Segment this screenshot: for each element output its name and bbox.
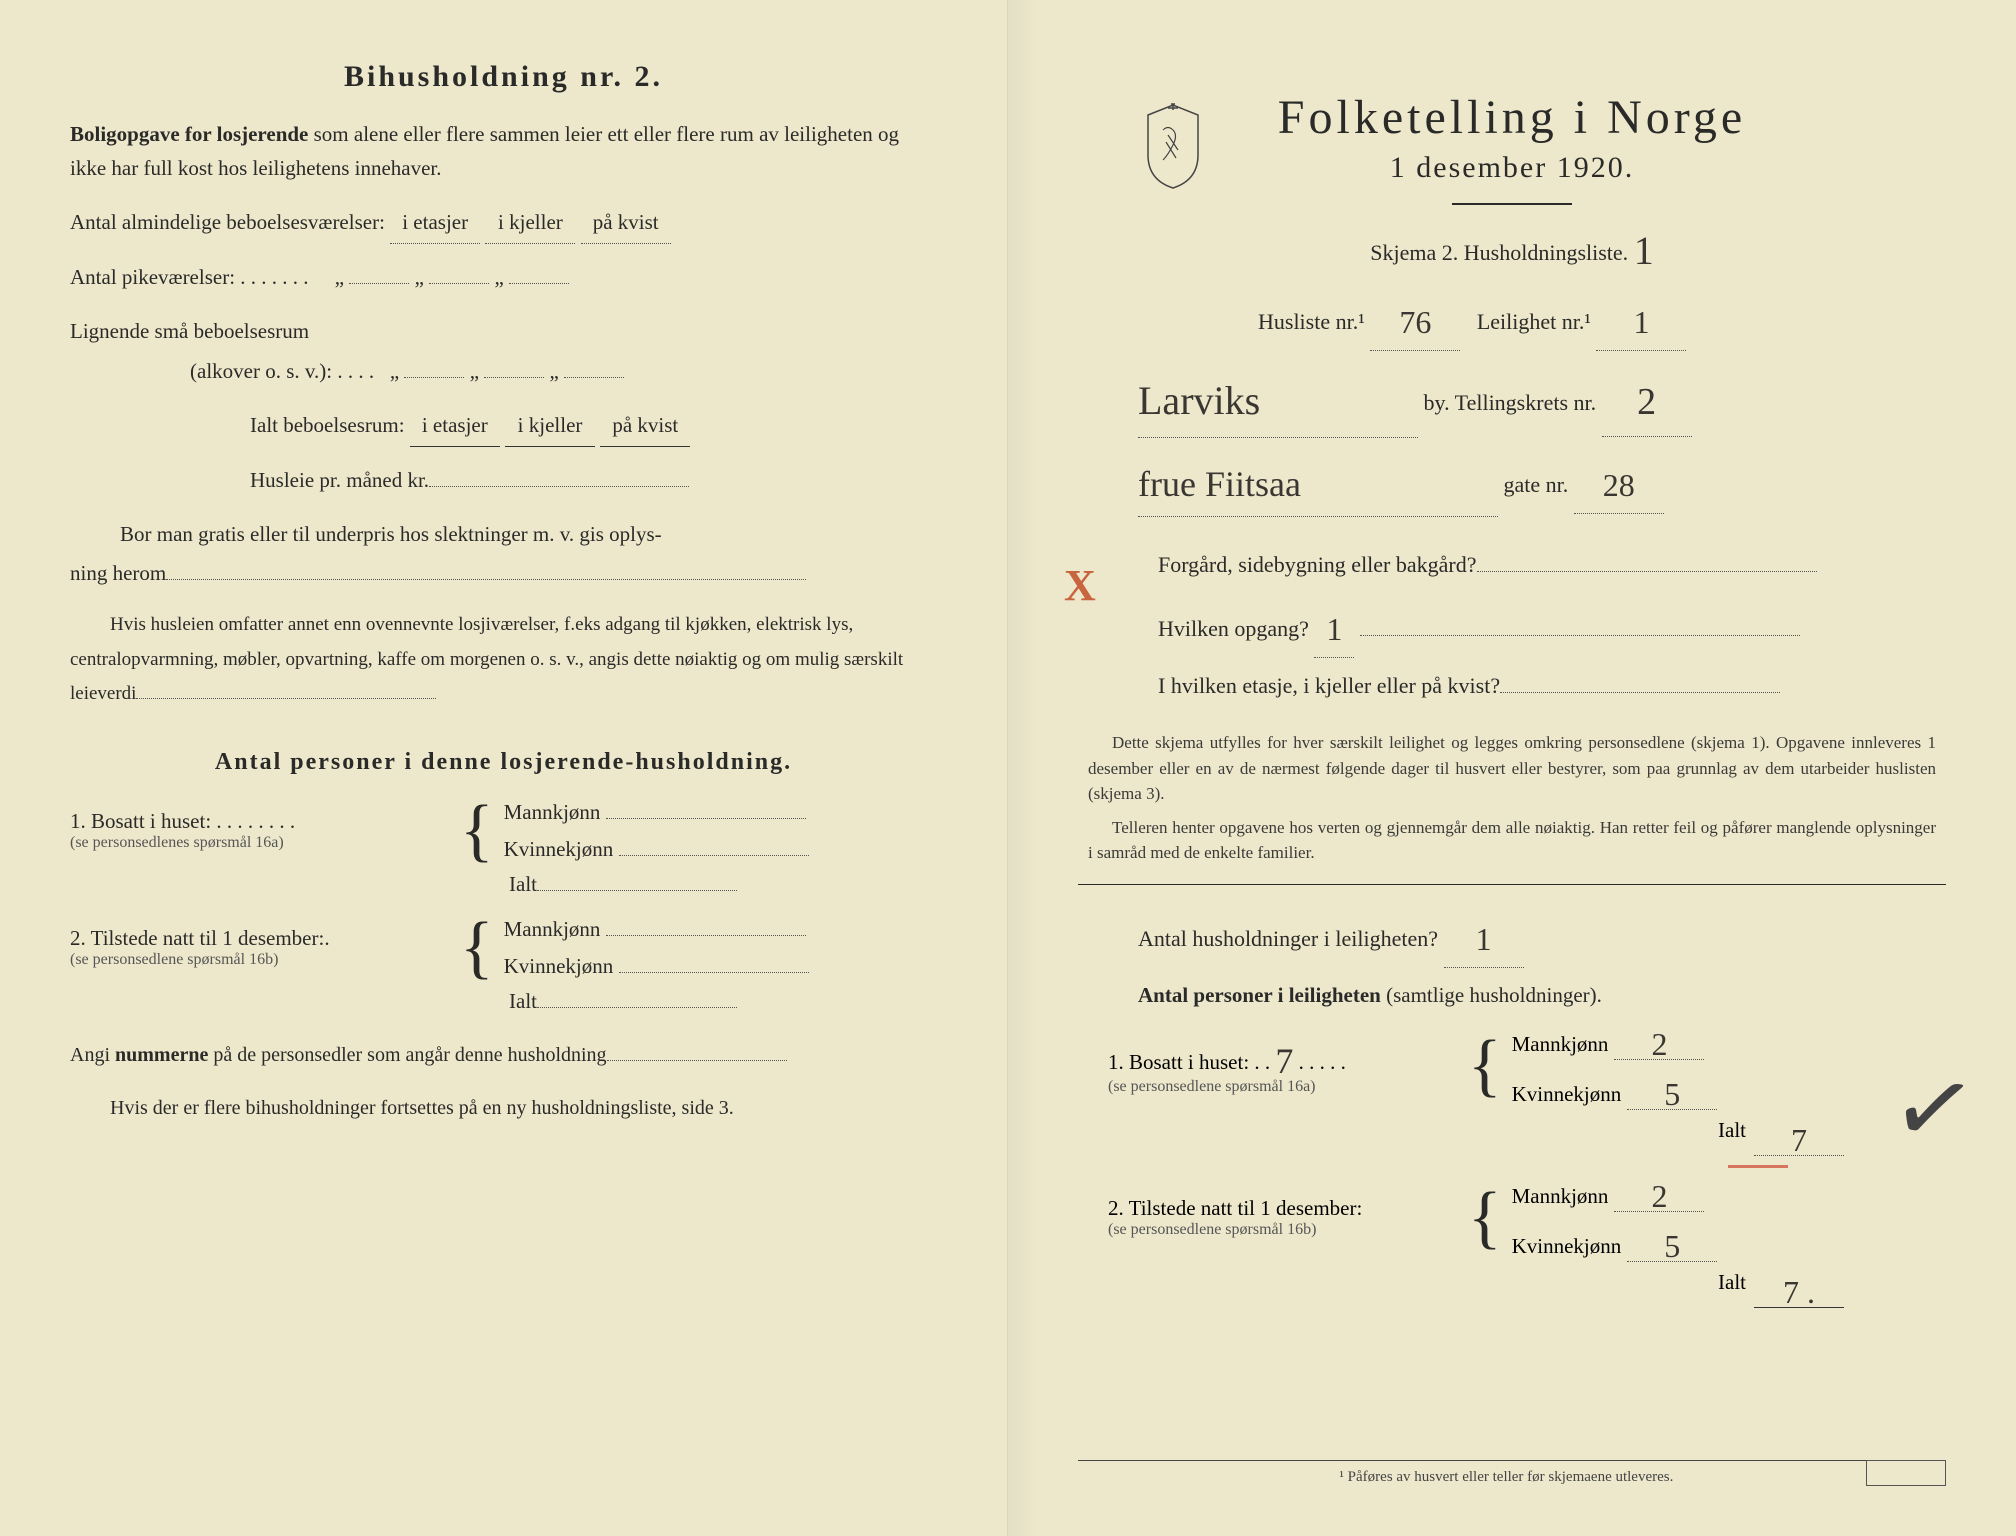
right-ialt-2: Ialt 7 .: [1078, 1270, 1946, 1308]
brace-icon: {: [460, 810, 494, 852]
total-rooms-line: Ialt beboelsesrum: i etasjer i kjeller p…: [70, 406, 937, 447]
x-mark-icon: X: [1064, 560, 1096, 611]
brace-icon: {: [460, 927, 494, 969]
schema-line: Skjema 2. Husholdningsliste. 1: [1078, 223, 1946, 270]
rent-includes: Hvis husleien omfatter annet enn ovennev…: [70, 608, 937, 711]
title-rule: [1452, 203, 1572, 205]
gratis-a: Bor man gratis eller til underpris hos s…: [70, 515, 937, 555]
right-item-1: 1. Bosatt i huset: . . 7 . . . . . (se p…: [1078, 1022, 1946, 1110]
opgang-line: Hvilken opgang? 1: [1078, 593, 1946, 658]
husliste-line: Husliste nr.¹ 76 Leilighet nr.¹ 1: [1078, 286, 1946, 351]
footnote: ¹ Påføres av husvert eller teller før sk…: [1078, 1460, 1935, 1486]
right-ialt-1: Ialt 7: [1078, 1118, 1946, 1156]
antal-pers-line: Antal personer i leiligheten (samtlige h…: [1078, 974, 1946, 1016]
forgard-line: Forgård, sidebygning eller bakgård?: [1078, 543, 1946, 587]
left-ialt-2: Ialt: [70, 989, 937, 1014]
brace-icon: {: [1468, 1197, 1502, 1239]
left-heading: Bihusholdning nr. 2.: [70, 60, 937, 94]
bottom-line-2: Hvis der er flere bihusholdninger fortse…: [70, 1097, 937, 1120]
rent-line: Husleie pr. måned kr.: [70, 461, 937, 501]
right-page: Folketelling i Norge 1 desember 1920. Sk…: [1008, 0, 2016, 1536]
maid-rooms-line: Antal pikeværelser: . . . . . . . „ „ „: [70, 258, 937, 298]
brace-icon: {: [1468, 1045, 1502, 1087]
instructions-1: Dette skjema utfylles for hver særskilt …: [1078, 730, 1946, 807]
main-title: Folketelling i Norge: [1078, 90, 1946, 145]
coat-of-arms-icon: [1138, 100, 1208, 190]
small-rooms-a: Lignende små beboelsesrum: [70, 312, 937, 352]
instructions-2: Telleren henter opgavene hos verten og g…: [1078, 815, 1946, 866]
subtitle-date: 1 desember 1920.: [1078, 151, 1946, 185]
intro-bold: Boligopgave for losjerende: [70, 122, 308, 146]
left-ialt-1: Ialt: [70, 872, 937, 897]
by-line: Larviks by. Tellingskrets nr. 2: [1078, 357, 1946, 438]
right-item-2: 2. Tilstede natt til 1 desember: (se per…: [1078, 1174, 1946, 1262]
antal-hush-line: Antal husholdninger i leiligheten? 1: [1078, 903, 1946, 968]
orange-mark: [1728, 1165, 1788, 1168]
bottom-line-1: Angi nummerne på de personsedler som ang…: [70, 1044, 937, 1067]
printer-stamp: [1866, 1460, 1946, 1486]
intro-paragraph: Boligopgave for losjerende som alene ell…: [70, 118, 937, 185]
gate-line: frue Fiitsaa gate nr. 28: [1078, 444, 1946, 517]
left-item-2: 2. Tilstede natt til 1 desember:. (se pe…: [70, 917, 937, 979]
rooms-line-1: Antal almindelige beboelsesværelser: i e…: [70, 203, 937, 244]
persons-subtitle: Antal personer i denne losjerende-hushol…: [70, 749, 937, 776]
small-rooms-b: (alkover o. s. v.): . . . . „ „ „: [70, 352, 937, 392]
gratis-b: ning herom: [70, 554, 937, 594]
document-spread: Bihusholdning nr. 2. Boligopgave for los…: [0, 0, 2016, 1536]
left-item-1: 1. Bosatt i huset: . . . . . . . . (se p…: [70, 800, 937, 862]
etasje-line: I hvilken etasje, i kjeller eller på kvi…: [1078, 664, 1946, 708]
left-page: Bihusholdning nr. 2. Boligopgave for los…: [0, 0, 1008, 1536]
divider-rule: [1078, 884, 1946, 885]
